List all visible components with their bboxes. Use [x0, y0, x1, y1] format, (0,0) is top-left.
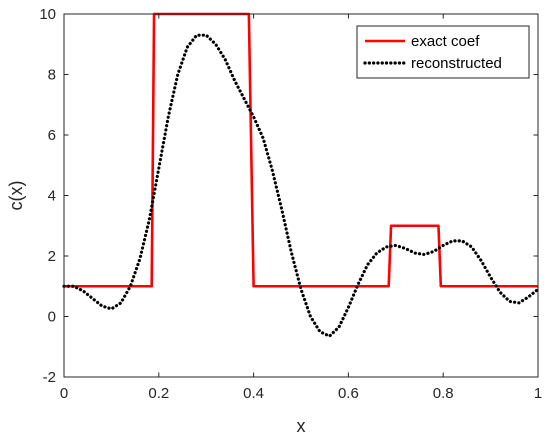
y-tick-label: -2	[43, 369, 56, 386]
x-tick-label: 0.8	[433, 385, 454, 402]
x-tick-label: 0.2	[148, 385, 169, 402]
y-tick-label: 8	[48, 67, 56, 84]
x-tick-label: 0.6	[338, 385, 359, 402]
series-line-0	[64, 12, 538, 288]
y-tick-label: 0	[48, 309, 56, 326]
legend-label-1: reconstructed	[411, 55, 502, 72]
legend-box	[356, 25, 530, 79]
y-tick-label: 4	[48, 188, 56, 205]
y-axis-label: c(x)	[6, 181, 26, 211]
series-layer	[62, 12, 540, 338]
x-tick-label: 0.4	[243, 385, 264, 402]
y-tick-label: 2	[48, 248, 56, 265]
x-axis-label: x	[297, 416, 306, 436]
x-tick-label: 0	[60, 385, 68, 402]
legend: exact coef reconstructed	[356, 25, 530, 79]
x-tick-label: 1	[534, 385, 542, 402]
series-line-1	[62, 33, 540, 338]
y-tick-label: 6	[48, 127, 56, 144]
legend-label-0: exact coef	[411, 33, 480, 50]
y-tick-label: 10	[39, 6, 56, 23]
